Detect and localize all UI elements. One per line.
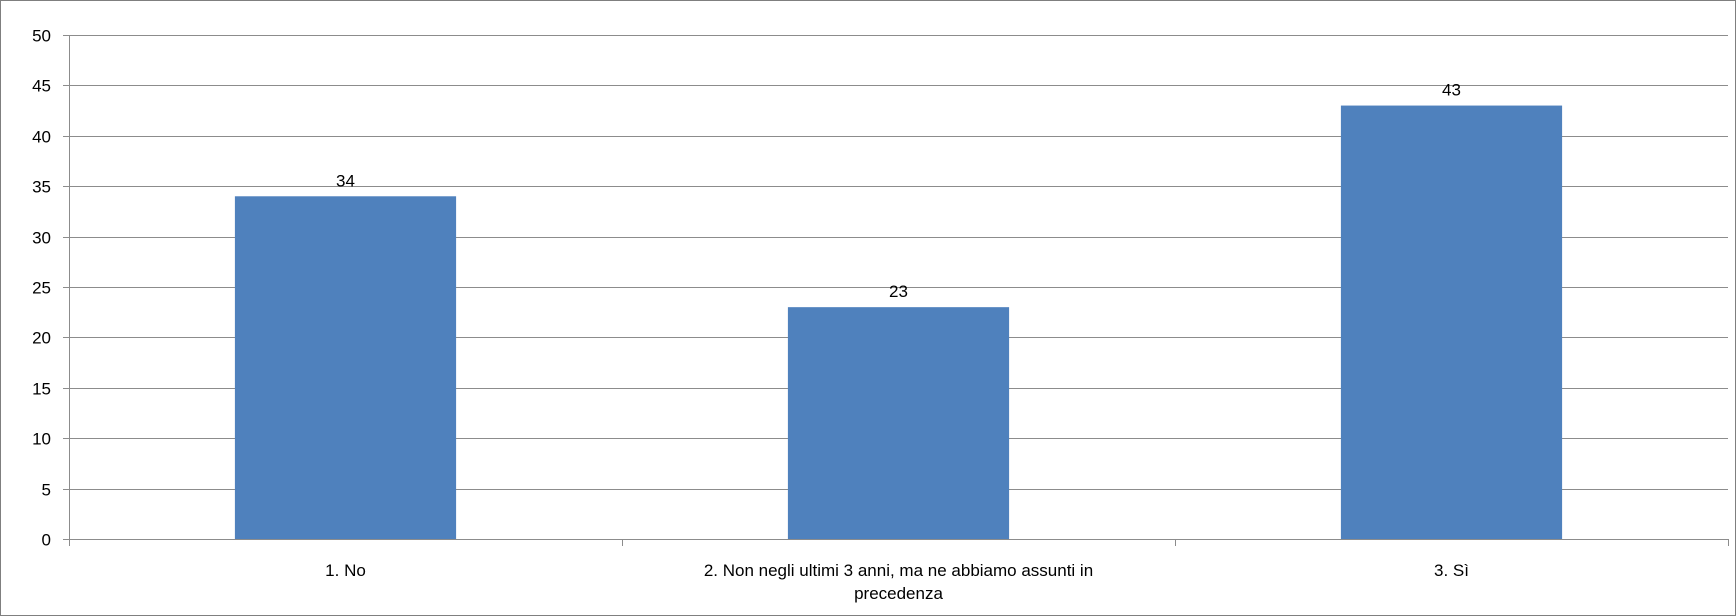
y-tick-label: 0 xyxy=(42,531,51,550)
y-tick-label: 45 xyxy=(32,77,51,96)
x-tick-label-line: 1. No xyxy=(325,561,366,580)
y-tick-label: 10 xyxy=(32,430,51,449)
y-tick-label: 5 xyxy=(42,481,51,500)
y-tick-label: 15 xyxy=(32,380,51,399)
bar xyxy=(1340,105,1563,539)
y-tick-label: 40 xyxy=(32,128,51,147)
bar xyxy=(787,307,1010,539)
x-tick-label: 3. Sì xyxy=(1434,561,1469,580)
y-tick-label: 25 xyxy=(32,279,51,298)
axes xyxy=(69,35,1729,546)
y-tick-label: 50 xyxy=(32,27,51,46)
bars xyxy=(234,105,1563,539)
x-axis-labels: 1. No 2. Non negli ultimi 3 anni, ma ne a… xyxy=(325,561,1469,603)
x-tick-label-line: 2. Non negli ultimi 3 anni, ma ne abbiam… xyxy=(704,561,1093,580)
x-tick-label: 2. Non negli ultimi 3 anni, ma ne abbiam… xyxy=(704,561,1093,603)
x-tick-label-line: 3. Sì xyxy=(1434,561,1469,580)
data-label: 43 xyxy=(1442,81,1461,100)
data-label: 34 xyxy=(336,171,355,190)
y-axis-ticks: 0 5 10 15 20 25 30 35 40 45 50 xyxy=(32,27,69,550)
y-tick-label: 30 xyxy=(32,229,51,248)
y-tick-label: 20 xyxy=(32,329,51,348)
x-tick-label: 1. No xyxy=(325,561,366,580)
data-labels: 34 23 43 xyxy=(336,81,1461,302)
x-tick-label-line: precedenza xyxy=(854,584,943,603)
y-tick-label: 35 xyxy=(32,178,51,197)
bar xyxy=(234,196,457,539)
data-label: 23 xyxy=(889,282,908,301)
